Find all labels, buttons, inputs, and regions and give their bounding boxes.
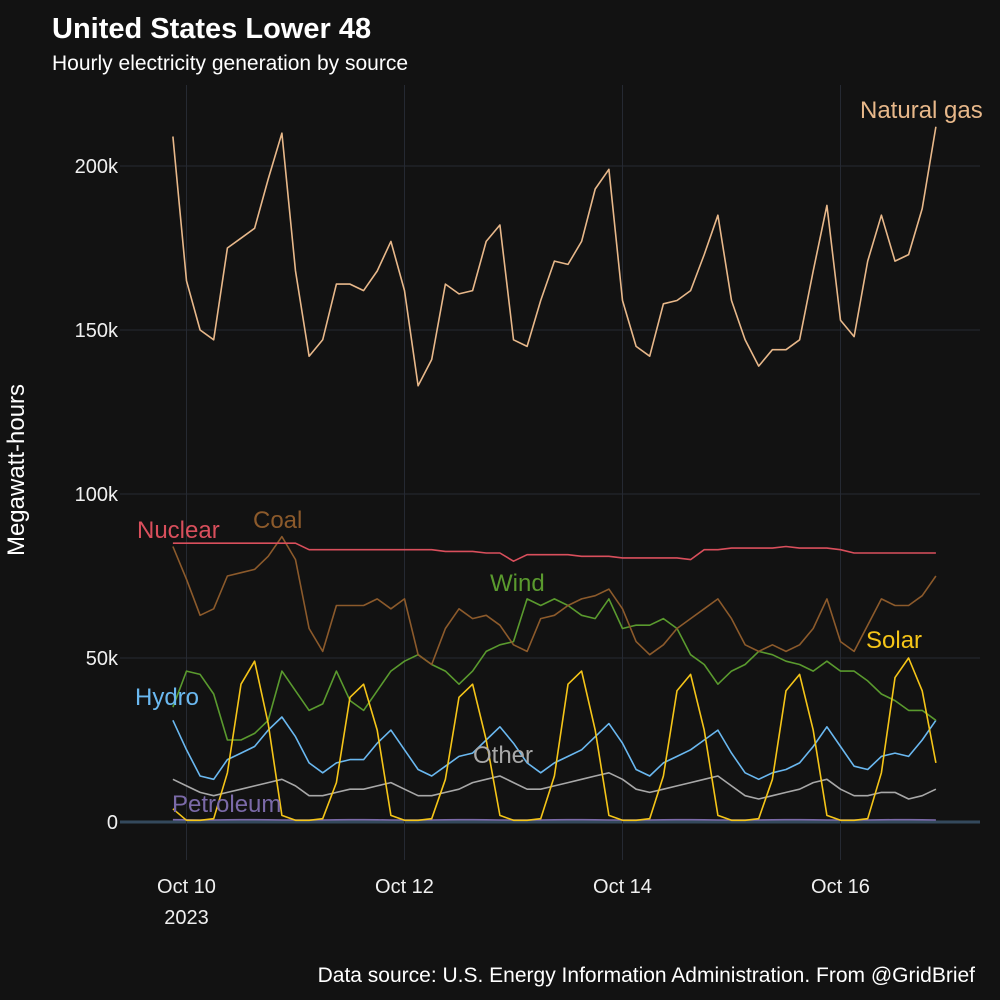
x-tick-label: Oct 10	[157, 876, 216, 898]
y-tick-label: 150k	[75, 320, 119, 342]
y-tick-label: 50k	[86, 648, 119, 670]
series-line	[172, 535, 937, 666]
x-tick-year: 2023	[164, 907, 209, 929]
series-label: Natural gas	[860, 97, 983, 124]
series-line	[172, 716, 937, 781]
series-label: Coal	[253, 507, 302, 534]
series-label: Solar	[866, 627, 922, 654]
series-line	[172, 598, 937, 741]
y-tick-label: 200k	[75, 156, 119, 178]
series-line	[172, 772, 937, 800]
chart-title: United States Lower 48	[52, 13, 371, 45]
x-tick-label: Oct 12	[375, 876, 434, 898]
series-label: Petroleum	[172, 791, 281, 818]
series-label: Other	[473, 742, 533, 769]
series-label: Nuclear	[137, 517, 220, 544]
series-label: Wind	[490, 570, 545, 597]
series-line	[172, 126, 937, 387]
chart-subtitle: Hourly electricity generation by source	[52, 52, 408, 75]
caption: Data source: U.S. Energy Information Adm…	[318, 964, 976, 987]
series-line	[172, 657, 937, 822]
y-tick-label: 100k	[75, 484, 119, 506]
series-label: Hydro	[135, 684, 199, 711]
x-tick-label: Oct 16	[811, 876, 870, 898]
y-axis-label: Megawatt-hours	[3, 384, 30, 556]
series-line	[172, 542, 936, 562]
y-tick-label: 0	[107, 812, 118, 834]
x-tick-label: Oct 14	[593, 876, 652, 898]
